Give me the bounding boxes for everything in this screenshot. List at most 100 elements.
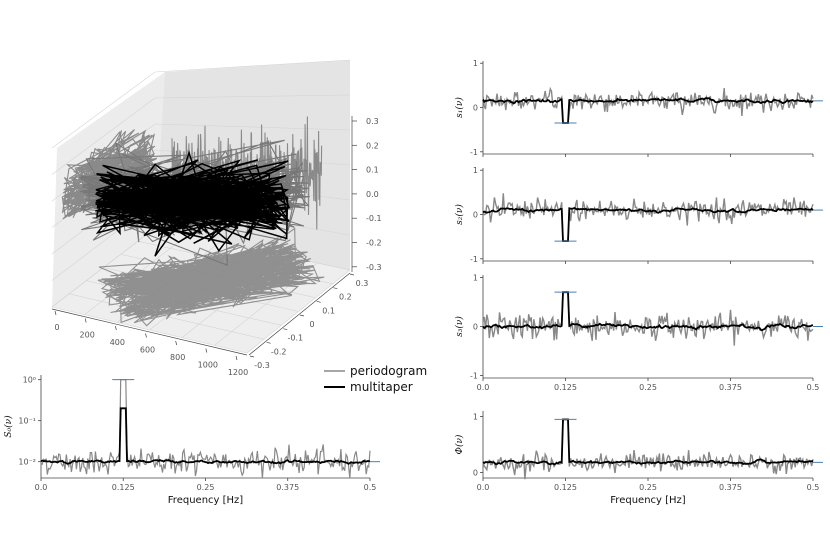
x-tick [84, 318, 87, 323]
y-tick-label: -1 [470, 255, 478, 264]
x-tick-label: 0.25 [639, 383, 657, 392]
x-tick-label: 0.0 [477, 383, 490, 392]
y-tick [349, 273, 355, 276]
chart-s3: 1 0 -1 0.0 0.125 0.25 0.375 0.5 s₃(ν) [454, 273, 823, 392]
y-tick-label: 0.1 [322, 306, 335, 315]
x-tick-label: 1200 [228, 368, 248, 377]
y-axis-label: s₂(ν) [454, 204, 465, 225]
y-tick [333, 287, 338, 290]
y-tick-label: -0.1 [288, 334, 304, 343]
x-tick-label: 0.5 [807, 383, 820, 392]
x-tick-label: 0.125 [554, 383, 577, 392]
x-tick-label: 800 [170, 353, 185, 362]
series-multitaper [482, 97, 814, 124]
y-axis-label: s₁(ν) [454, 97, 465, 118]
y-tick-label: 1 [473, 166, 478, 175]
z-tick-label: -0.2 [366, 239, 382, 248]
chart-s0-power: 10⁰ 10⁻¹ 10⁻² 0.0 0.125 0.25 0.375 0.5 S₀(ν) Freq… [3, 375, 380, 506]
series-periodogram [482, 291, 814, 346]
x-axis-label: Frequency [Hz] [168, 495, 244, 506]
y-tick-label: -0.2 [271, 347, 287, 356]
x-tick-label: 1000 [198, 361, 218, 370]
x-tick-label: 0.0 [35, 483, 48, 492]
legend: periodogram multitaper [324, 364, 427, 394]
series-periodogram [40, 379, 371, 479]
grid-line [154, 94, 351, 99]
x-tick-label: 0 [54, 323, 59, 332]
x-tick-label: 0.5 [364, 483, 377, 492]
x-tick [235, 355, 238, 361]
x-tick-label: 0.375 [719, 383, 742, 392]
x-tick [145, 333, 147, 338]
grid-line [154, 123, 351, 131]
grid-line [51, 97, 156, 175]
z-tick-label: 0.0 [366, 190, 379, 199]
series-periodogram [482, 418, 814, 480]
y-tick-label: 0 [473, 468, 478, 477]
y-tick-label: -0.3 [254, 361, 270, 370]
x-tick [114, 325, 117, 331]
y-tick [316, 300, 321, 303]
y-tick-label: 1 [473, 59, 478, 68]
y-tick [249, 355, 255, 358]
floor-projection [97, 227, 325, 327]
x-tick-label: 0.5 [807, 483, 820, 492]
y-tick-label: 0 [473, 104, 478, 113]
y-axis-label: S₀(ν) [3, 415, 14, 438]
legend-label-periodogram: periodogram [350, 364, 427, 378]
chart-3d-stokes: 0.30.20.10.0-0.1-0.2-0.30200400600800100… [51, 59, 382, 377]
x-tick [54, 310, 57, 316]
y-tick-label: 10⁰ [23, 376, 36, 385]
series-periodogram [482, 193, 814, 242]
y-tick [283, 328, 288, 331]
series-periodogram [482, 86, 814, 124]
chart-phi: 1 0 0.0 0.125 0.25 0.375 0.5 Φ(ν) Frequency [Hz] [454, 411, 823, 506]
z-tick-label: 0.1 [366, 166, 379, 175]
z-tick-label: -0.1 [366, 214, 382, 223]
x-tick-label: 0.0 [477, 483, 490, 492]
x-tick-label: 0.125 [554, 483, 577, 492]
x-tick-label: 400 [110, 338, 125, 347]
y-axis [248, 272, 351, 356]
x-tick-label: 0.25 [197, 483, 215, 492]
y-tick-label: 0 [473, 211, 478, 220]
y-tick-label: 0 [309, 320, 314, 329]
series-multitaper [40, 407, 371, 465]
series-multitaper [482, 291, 814, 332]
grid-line [51, 71, 156, 149]
grid-line [246, 269, 351, 354]
chart-s2: 1 0 -1 s₂(ν) [454, 166, 823, 264]
series-multitaper [482, 207, 814, 242]
y-tick-label: 1 [473, 273, 478, 282]
z-tick-label: 0.2 [366, 141, 379, 150]
y-tick [299, 314, 305, 317]
z-tick-label: 0.3 [366, 117, 379, 126]
x-tick-label: 0.375 [719, 483, 742, 492]
x-tick-label: 0.25 [639, 483, 657, 492]
y-tick-label: -1 [470, 148, 478, 157]
y-tick-label: 0.2 [339, 293, 352, 302]
x-tick-label: 0.125 [112, 483, 135, 492]
z-tick-label: -0.3 [366, 263, 382, 272]
y-tick [266, 341, 271, 344]
y-tick-label: 10⁻² [18, 458, 36, 467]
y-tick-label: -1 [470, 372, 478, 381]
y-tick-label: 10⁻¹ [18, 417, 36, 426]
x-tick-label: 200 [80, 331, 95, 340]
y-tick-label: 1 [473, 413, 478, 422]
y-tick-label: 0.3 [356, 279, 369, 288]
y-axis-label: Φ(ν) [454, 434, 465, 454]
y-tick-label: 0 [473, 323, 478, 332]
legend-label-multitaper: multitaper [350, 380, 413, 394]
x-tick [175, 340, 178, 346]
x-tick [205, 348, 208, 353]
series-multitaper-3d [95, 150, 291, 257]
series-multitaper [482, 418, 814, 466]
x-axis [51, 308, 248, 356]
y-axis-label: s₃(ν) [454, 316, 465, 337]
chart-s1: 1 0 -1 s₁(ν) [454, 59, 823, 157]
grid-line [154, 59, 351, 73]
x-tick-label: 600 [140, 346, 155, 355]
